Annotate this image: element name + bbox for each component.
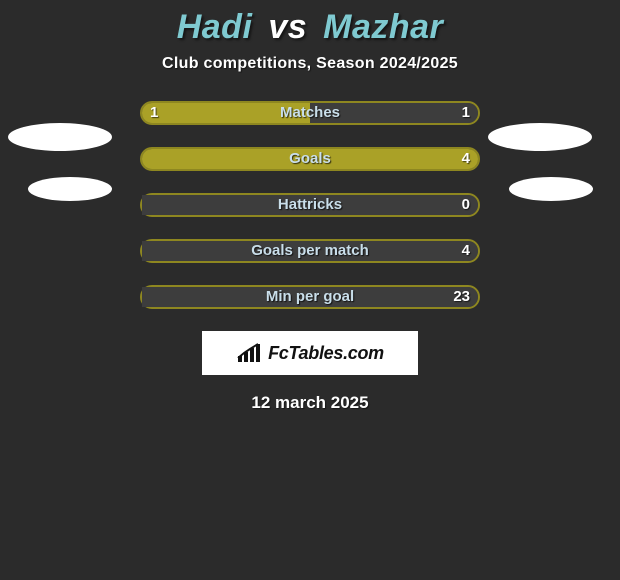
bar-right	[142, 195, 478, 215]
value-left: 1	[150, 101, 158, 125]
vs-text: vs	[268, 8, 307, 46]
decorative-ellipse	[8, 123, 112, 151]
bar-track	[140, 147, 480, 171]
stat-row: 4Goals per match	[0, 239, 620, 263]
date-text: 12 march 2025	[0, 393, 620, 413]
player1-name: Hadi	[177, 8, 253, 46]
bar-track	[140, 285, 480, 309]
bar-track	[140, 239, 480, 263]
decorative-ellipse	[488, 123, 592, 151]
logo-text: FcTables.com	[268, 343, 384, 364]
value-right: 23	[453, 285, 470, 309]
value-right: 1	[462, 101, 470, 125]
player2-name: Mazhar	[323, 8, 443, 46]
bar-right	[142, 287, 478, 307]
bar-left	[142, 103, 310, 123]
value-right: 4	[462, 147, 470, 171]
bar-track	[140, 193, 480, 217]
bar-left	[142, 149, 478, 169]
page-title: Hadi vs Mazhar	[0, 0, 620, 47]
chart-icon	[236, 342, 262, 364]
value-right: 4	[462, 239, 470, 263]
value-right: 0	[462, 193, 470, 217]
decorative-ellipse	[28, 177, 112, 201]
decorative-ellipse	[509, 177, 593, 201]
bar-right	[142, 241, 478, 261]
logo-box: FcTables.com	[202, 331, 418, 375]
bar-right	[310, 103, 478, 123]
subtitle: Club competitions, Season 2024/2025	[0, 55, 620, 73]
bar-track	[140, 101, 480, 125]
stat-row: 11Matches	[0, 101, 620, 125]
stat-row: 23Min per goal	[0, 285, 620, 309]
